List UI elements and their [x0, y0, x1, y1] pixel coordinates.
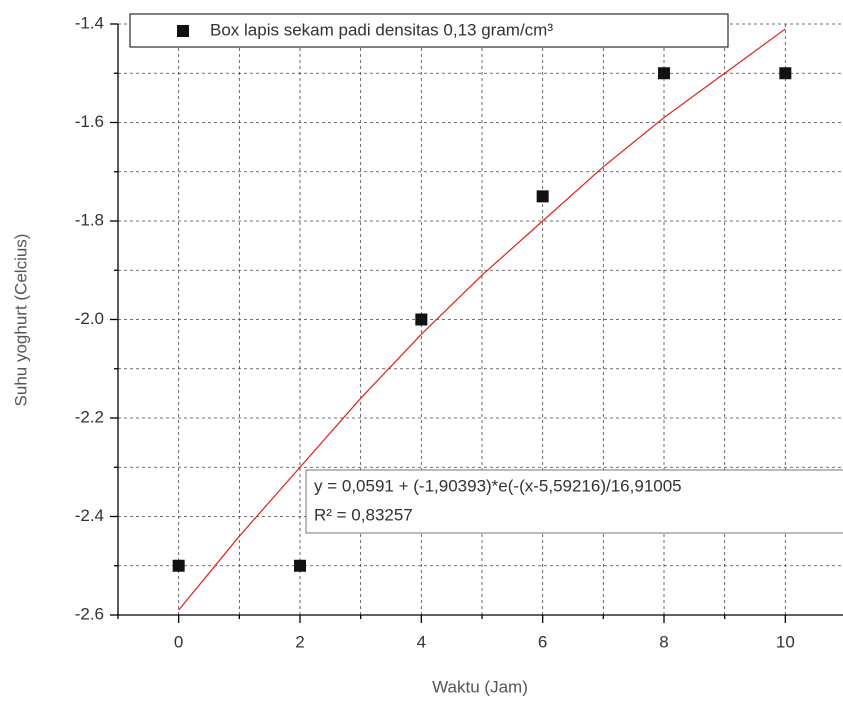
data-point: [415, 313, 428, 326]
x-tick-label: 6: [538, 632, 547, 651]
data-point: [779, 67, 792, 80]
y-tick-label: -2.2: [75, 407, 104, 426]
data-point: [658, 67, 670, 80]
x-tick-label: 0: [174, 632, 183, 651]
y-tick-label: -2.6: [75, 604, 104, 623]
legend-marker: [177, 25, 189, 37]
y-tick-label: -1.6: [75, 112, 104, 131]
x-tick-label: 8: [659, 632, 668, 651]
y-axis-title: Suhu yoghurt (Celcius): [11, 234, 30, 407]
x-tick-label: 4: [417, 632, 426, 651]
data-point: [172, 559, 185, 572]
y-tick-label: -2.4: [75, 506, 104, 525]
annotation-box: [305, 469, 843, 534]
y-tick-label: -1.4: [75, 13, 104, 32]
fit-line: [178, 28, 786, 611]
grid: -1.4 -1.6 -1.8 -2.0 -2.2 -2.4 -2.6 0 2 4 6 8 10: [75, 13, 843, 651]
data-point: [294, 559, 306, 572]
legend-box: [129, 13, 729, 48]
x-tick-label: 2: [295, 632, 304, 651]
y-tick-label: -2.0: [75, 309, 104, 328]
fit-r-squared: R² = 0,83257: [314, 505, 413, 524]
legend-entry: Box lapis sekam padi densitas 0,13 gram/…: [177, 20, 553, 39]
y-tick-label: -1.8: [75, 210, 104, 229]
x-axis-title: Waktu (Jam): [432, 677, 528, 696]
x-tick-label: 10: [776, 632, 795, 651]
marks: [172, 28, 792, 611]
data-point: [536, 190, 549, 203]
fit-equation: y = 0,0591 + (-1,90393)*e(-(x-5,59216)/1…: [314, 476, 682, 495]
legend-label: Box lapis sekam padi densitas 0,13 gram/…: [210, 20, 553, 39]
